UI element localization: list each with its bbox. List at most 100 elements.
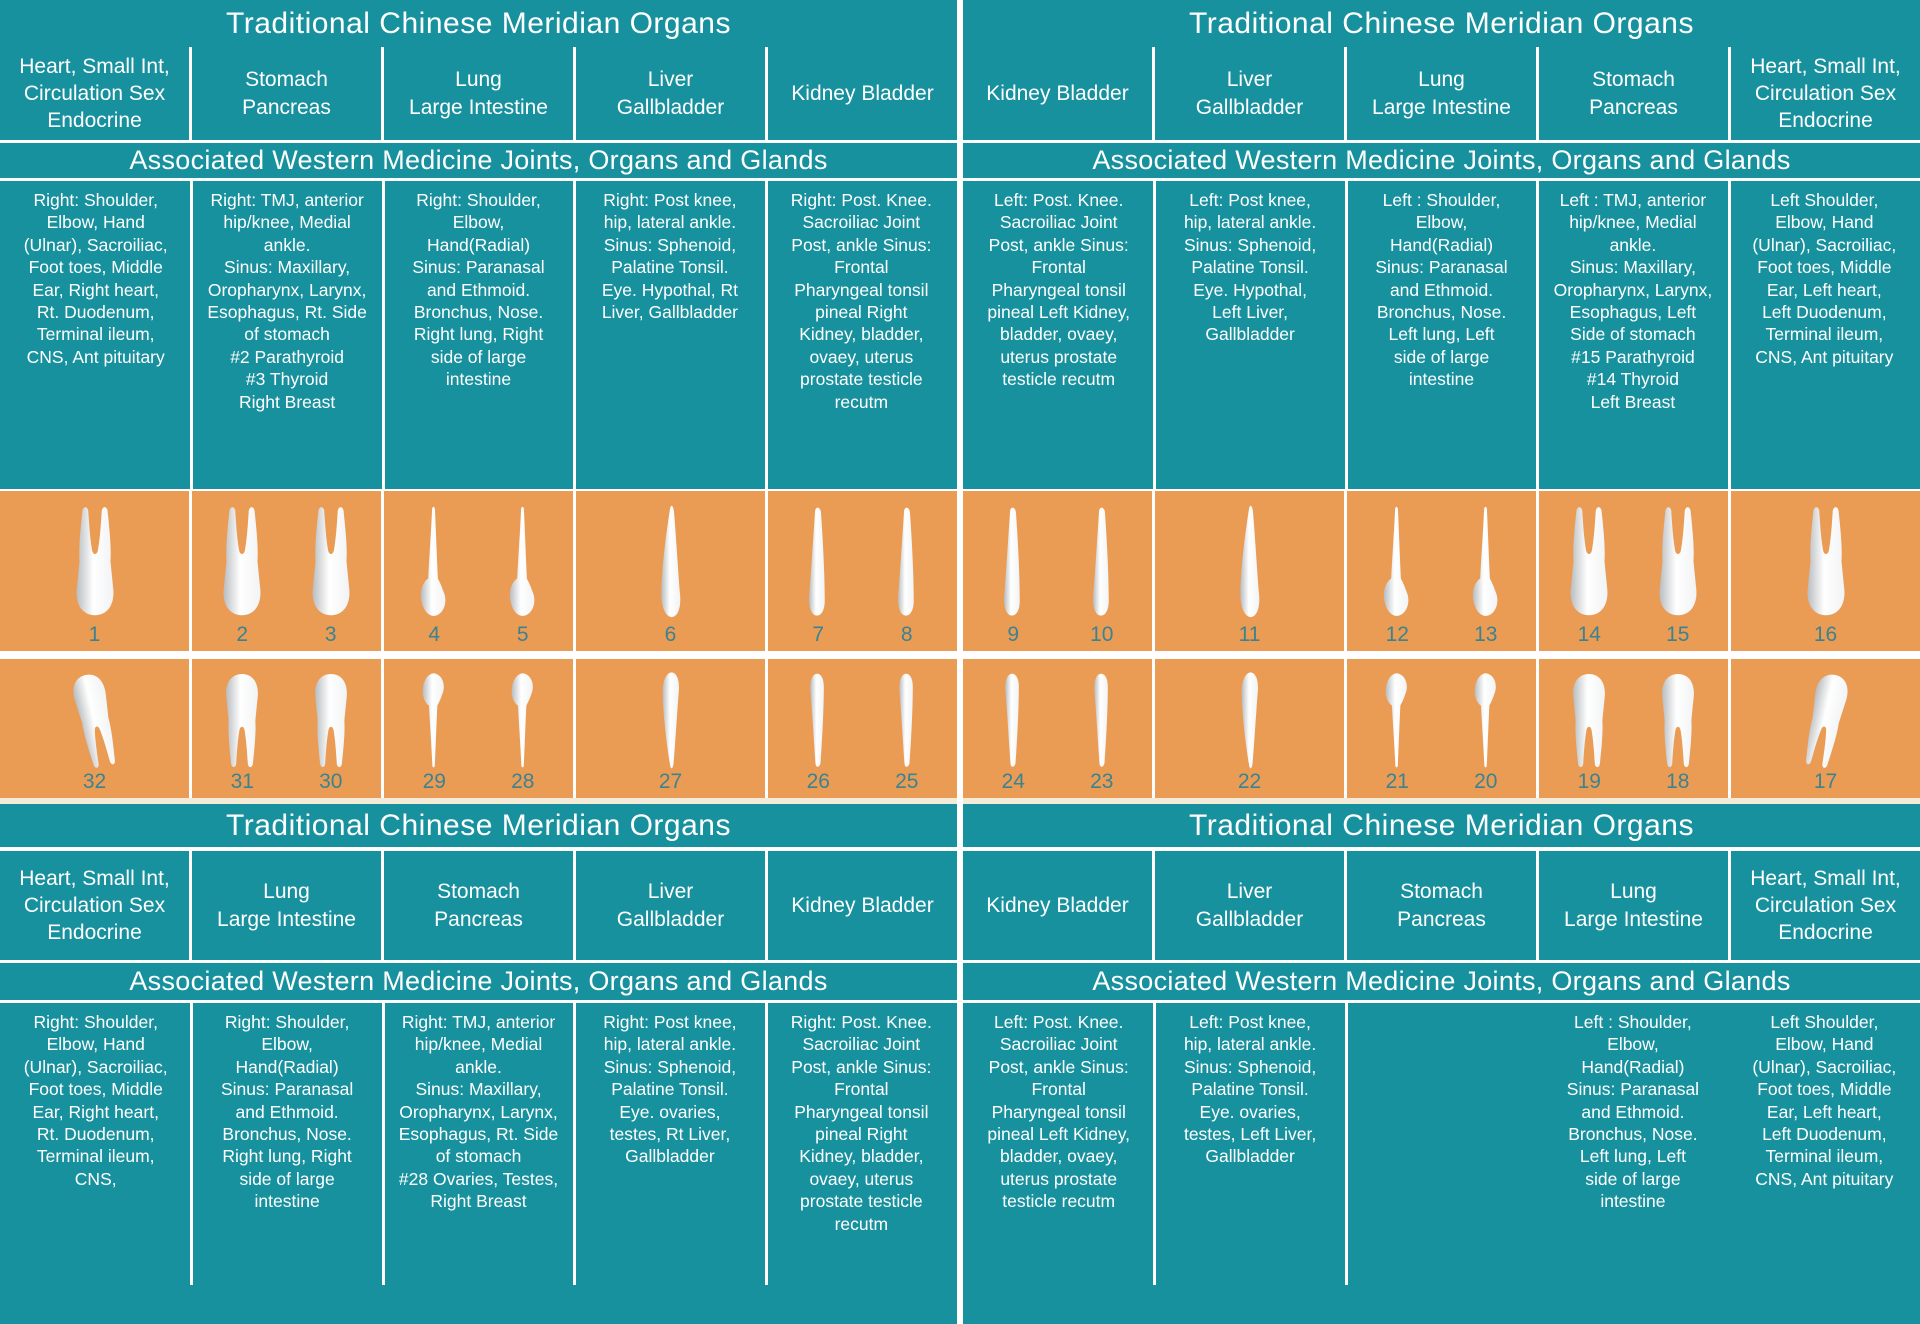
tooth-number: 18 [1666, 770, 1690, 793]
tooth-icon [1560, 504, 1618, 622]
tooth-number: 15 [1666, 623, 1690, 646]
tooth-number: 3 [324, 623, 337, 646]
subtitle-text: Associated Western Medicine Joints, Orga… [1092, 966, 1791, 996]
tooth-icon [642, 504, 700, 622]
tooth-icon [1649, 669, 1707, 769]
tooth-number: 32 [82, 770, 107, 793]
meridian-title-top-right: Traditional Chinese Meridian Organs [963, 0, 1920, 47]
organ-header-row-top-right: Kidney Bladder Liver Gallbladder Lung La… [963, 47, 1920, 143]
organ-header-row-bottom-right: Kidney Bladder Liver Gallbladder Stomach… [963, 851, 1920, 963]
tooth-number: 17 [1813, 770, 1838, 793]
tooth-icon [878, 504, 936, 622]
title-text: Traditional Chinese Meridian Organs [1189, 6, 1694, 40]
tooth-3: 3 [302, 495, 360, 645]
tooth-29: 29 [405, 663, 463, 792]
western-subtitle-top-right: Associated Western Medicine Joints, Orga… [963, 143, 1920, 181]
tooth-cell: 1 [0, 491, 192, 651]
tooth-12: 12 [1368, 495, 1426, 645]
tooth-cell: 21 20 [1347, 659, 1539, 798]
lower-teeth-row-left: 32 31 30 29 28 [0, 659, 957, 801]
tooth-icon [789, 504, 847, 622]
tooth-cell: 27 [576, 659, 768, 798]
detail-cell: Left Shoulder, Elbow, Hand (Ulnar), Sacr… [1752, 190, 1897, 367]
tooth-icon [405, 669, 463, 769]
organ-cell: Heart, Small Int, Circulation Sex Endocr… [0, 851, 192, 960]
tooth-icon [494, 504, 552, 622]
tooth-number: 8 [900, 623, 913, 646]
tooth-number: 6 [664, 623, 677, 646]
tooth-30: 30 [302, 663, 360, 792]
tooth-4: 4 [405, 495, 463, 645]
chart-right-half: Traditional Chinese Meridian Organs Kidn… [963, 0, 1920, 1324]
tooth-number: 11 [1238, 623, 1261, 646]
tooth-cell: 24 23 [963, 659, 1155, 798]
teeth-rows-gap [0, 651, 957, 659]
tooth-number: 23 [1090, 770, 1114, 793]
tooth-number: 14 [1577, 623, 1601, 646]
tooth-number: 31 [230, 770, 254, 793]
organ-cell: Liver Gallbladder [576, 851, 768, 960]
detail-row-bottom-left: Right: Shoulder, Elbow, Hand (Ulnar), Sa… [0, 1003, 957, 1324]
detail-cell: Left : TMJ, anterior hip/knee, Medial an… [1537, 181, 1732, 489]
organ-cell: Heart, Small Int, Circulation Sex Endocr… [1750, 866, 1901, 945]
tooth-cell: 12 13 [1347, 491, 1539, 651]
tooth-cell: 2 3 [192, 491, 384, 651]
tooth-icon [302, 669, 360, 769]
detail-cell: Right: Shoulder, Elbow, Hand (Ulnar), Sa… [0, 181, 194, 489]
detail-cell: Left Shoulder, Elbow, Hand (Ulnar), Sacr… [1752, 1012, 1897, 1189]
tooth-number: 27 [658, 770, 683, 793]
tooth-icon [66, 504, 124, 622]
detail-cell: Left: Post. Knee. Sacroiliac Joint Post,… [963, 181, 1157, 489]
tooth-cell: 11 [1155, 491, 1347, 651]
tooth-icon [984, 669, 1042, 769]
detail-cell: Right: Post. Knee. Sacroiliac Joint Post… [790, 1012, 932, 1234]
detail-row-top-left: Right: Shoulder, Elbow, Hand (Ulnar), Sa… [0, 181, 957, 491]
tooth-cell: 7 8 [768, 491, 957, 651]
detail-cell: Right: Post knee, hip, lateral ankle. Si… [574, 181, 769, 489]
chart-left-half: Traditional Chinese Meridian Organs Hear… [0, 0, 957, 1324]
organ-header-row-bottom-left: Heart, Small Int, Circulation Sex Endocr… [0, 851, 957, 963]
organ-cell: Kidney Bladder [791, 81, 934, 105]
tooth-7: 7 [789, 495, 847, 645]
organ-cell: Liver Gallbladder [1155, 851, 1347, 960]
organ-cell: Kidney Bladder [791, 893, 934, 917]
organ-cell: Kidney Bladder [963, 47, 1155, 140]
tooth-number: 10 [1090, 623, 1114, 646]
tooth-icon [878, 669, 936, 769]
tooth-number: 25 [895, 770, 919, 793]
tooth-1: 1 [66, 495, 124, 645]
organ-cell: Stomach Pancreas [1347, 851, 1539, 960]
tooth-cell: 31 30 [192, 659, 384, 798]
upper-teeth-row-right: 9 10 11 12 13 [963, 491, 1920, 651]
subtitle-text: Associated Western Medicine Joints, Orga… [129, 966, 828, 996]
tooth-cell: 19 18 [1539, 659, 1731, 798]
tooth-cell: 6 [576, 491, 768, 651]
detail-cell: Right: Post knee, hip, lateral ankle. Si… [574, 1003, 769, 1324]
detail-cell-empty [1346, 1003, 1537, 1324]
title-text: Traditional Chinese Meridian Organs [226, 808, 731, 842]
tooth-cell: 14 15 [1539, 491, 1731, 651]
tooth-25: 25 [878, 663, 936, 792]
tooth-icon [56, 664, 134, 774]
tooth-32: 32 [66, 663, 124, 792]
tooth-number: 9 [1007, 623, 1020, 646]
title-text: Traditional Chinese Meridian Organs [226, 6, 731, 40]
tooth-number: 7 [812, 623, 825, 646]
organ-cell: Liver Gallbladder [576, 47, 768, 140]
tooth-number: 12 [1385, 623, 1409, 646]
tooth-cell: 17 [1731, 659, 1920, 798]
detail-cell: Left: Post knee, hip, lateral ankle. Sin… [1154, 1003, 1349, 1324]
tooth-19: 19 [1560, 663, 1618, 792]
tooth-number: 29 [422, 770, 446, 793]
tooth-icon [1368, 669, 1426, 769]
organ-cell: Lung Large Intestine [1347, 47, 1539, 140]
organ-cell: Heart, Small Int, Circulation Sex Endocr… [0, 47, 192, 140]
meridian-title-bottom-right: Traditional Chinese Meridian Organs [963, 801, 1920, 851]
organ-cell: Stomach Pancreas [1539, 47, 1731, 140]
organ-cell: Heart, Small Int, Circulation Sex Endocr… [1750, 54, 1901, 133]
title-text: Traditional Chinese Meridian Organs [1189, 808, 1694, 842]
tooth-icon [1649, 504, 1707, 622]
meridian-title-top-left: Traditional Chinese Meridian Organs [0, 0, 957, 47]
detail-cell: Right: TMJ, anterior hip/knee, Medial an… [191, 181, 386, 489]
tooth-icon [789, 669, 847, 769]
